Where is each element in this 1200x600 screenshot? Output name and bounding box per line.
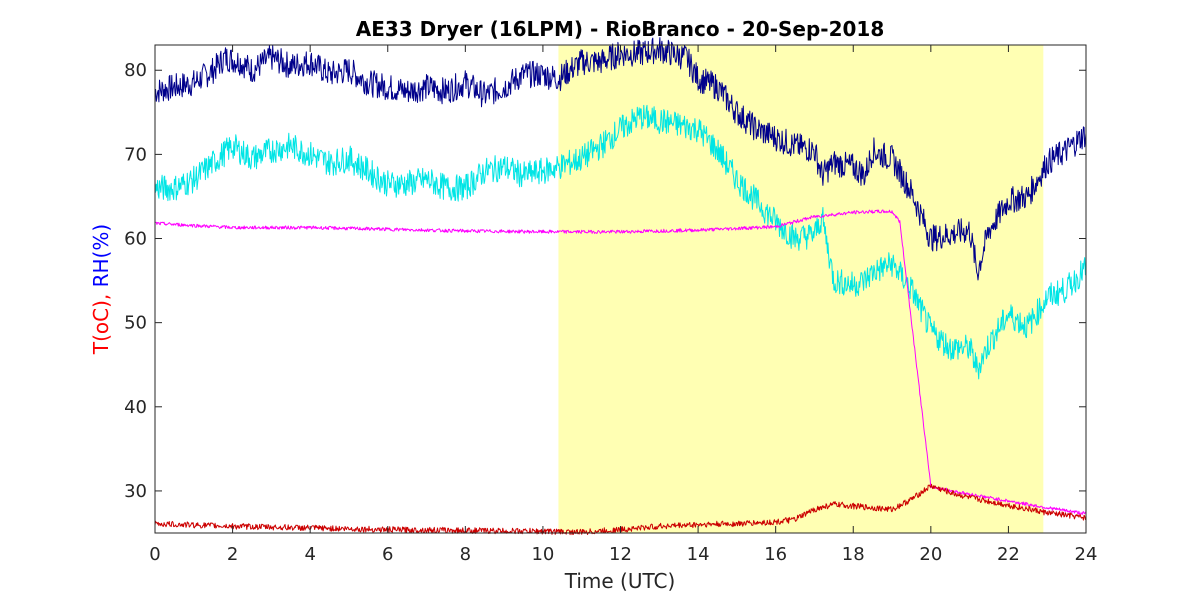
y-tick-label: 80 xyxy=(124,60,147,81)
series-line-2 xyxy=(154,104,1087,380)
x-tick-label: 24 xyxy=(1075,544,1098,565)
y-tick-label: 60 xyxy=(124,229,147,250)
y-tick-label: 30 xyxy=(124,481,147,502)
x-tick-label: 20 xyxy=(919,544,942,565)
y-axis-label: T(oC), RH(%) xyxy=(89,224,113,355)
x-tick-label: 16 xyxy=(764,544,787,565)
shaded-region xyxy=(558,45,1044,533)
x-tick-label: 10 xyxy=(531,544,554,565)
series-line-3 xyxy=(154,209,1087,516)
y-tick-label: 70 xyxy=(124,144,147,165)
x-tick-label: 6 xyxy=(382,544,393,565)
x-tick-label: 18 xyxy=(842,544,865,565)
series-line-1 xyxy=(154,37,1087,281)
y-tick-label: 40 xyxy=(124,397,147,418)
x-tick-label: 12 xyxy=(609,544,632,565)
x-tick-label: 22 xyxy=(997,544,1020,565)
plot-frame xyxy=(154,44,1087,534)
x-tick-label: 2 xyxy=(227,544,238,565)
x-tick-label: 14 xyxy=(687,544,710,565)
x-tick-label: 4 xyxy=(304,544,315,565)
y-axis-label-part-1: T(oC), xyxy=(89,287,113,355)
y-axis-label-part-2: RH(%) xyxy=(89,224,113,288)
x-axis-label: Time (UTC) xyxy=(564,569,676,593)
y-tick-label: 50 xyxy=(124,313,147,334)
x-tick-label: 0 xyxy=(149,544,160,565)
chart-title: AE33 Dryer (16LPM) - RioBranco - 20-Sep-… xyxy=(356,17,885,41)
x-tick-label: 8 xyxy=(460,544,471,565)
